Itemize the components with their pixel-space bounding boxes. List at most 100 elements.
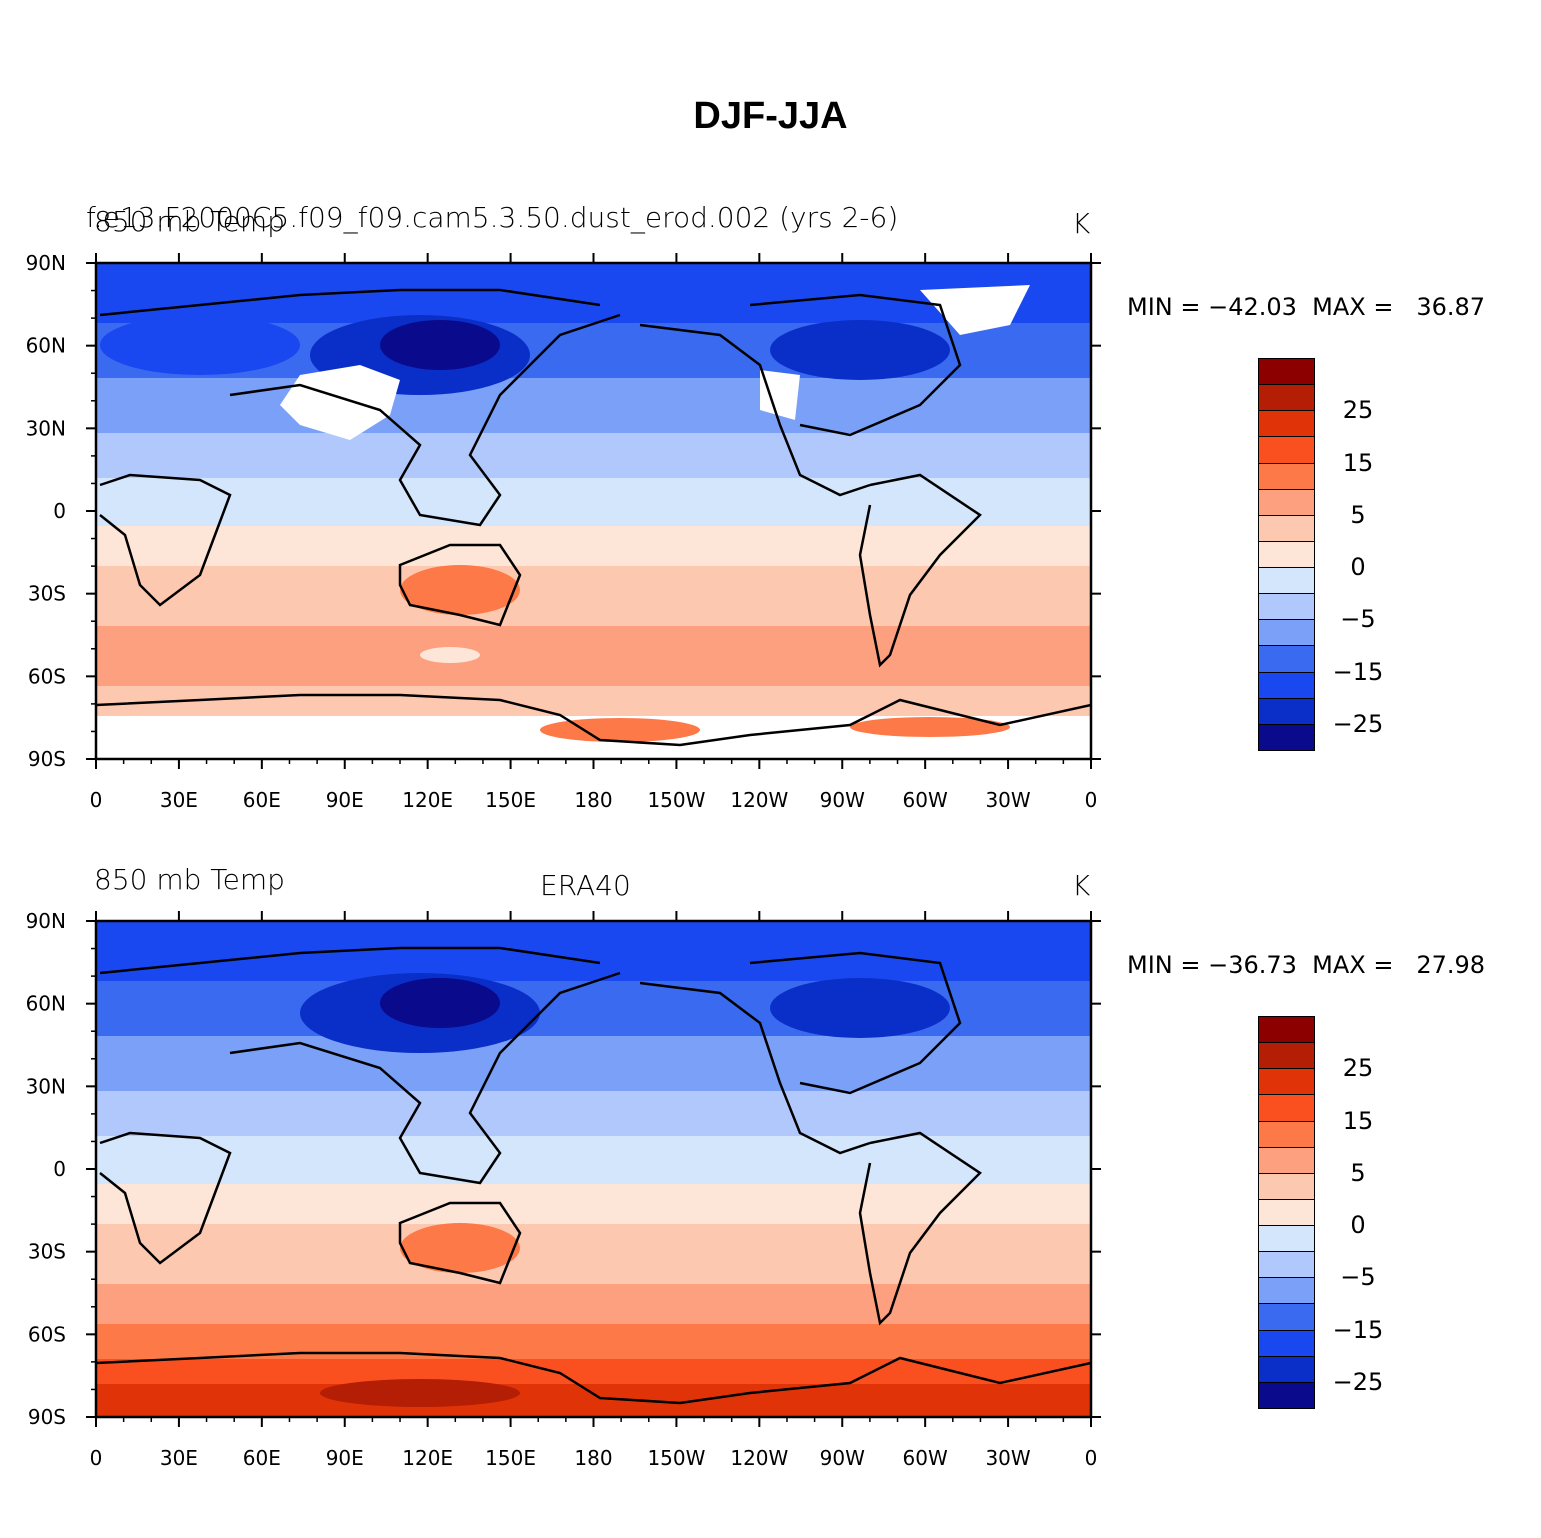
- colorbar-swatch: [1258, 1355, 1315, 1383]
- model-coastlines: [96, 288, 1091, 747]
- lon-tick-label: 120E: [402, 788, 453, 812]
- lon-tick-label: 60W: [903, 1446, 948, 1470]
- colorbar-label: −25: [1332, 709, 1384, 738]
- lon-tick-label: 150E: [485, 1446, 536, 1470]
- era40-map: 90N 60N 30N 0 30S 60S 90S 0 30E 60E 90E 120E 150E 180…: [26, 909, 1101, 1470]
- lat-tick-label: 60S: [28, 1322, 66, 1346]
- lon-tick-label: 30E: [160, 1446, 198, 1470]
- era40-temperature-field: [96, 921, 1091, 1417]
- colorbar-label: 15: [1342, 448, 1374, 477]
- colorbar-label: 0: [1350, 1211, 1366, 1240]
- era40-min-max: MIN = −36.73 MAX = 27.98: [1127, 951, 1486, 979]
- lat-tick-label: 90N: [26, 251, 66, 275]
- lon-tick-label: 0: [90, 1446, 103, 1470]
- lon-tick-label: 0: [1085, 1446, 1098, 1470]
- colorbar-swatch: [1258, 671, 1315, 699]
- colorbar-label: −15: [1332, 1315, 1384, 1344]
- colorbar-swatch: [1258, 1303, 1315, 1331]
- era40-colorbar: [1257, 1016, 1317, 1409]
- colorbar-swatch: [1258, 462, 1315, 490]
- colorbar-swatch: [1258, 593, 1315, 621]
- lat-tick-label: 90N: [26, 909, 66, 933]
- lon-tick-label: 90W: [820, 788, 865, 812]
- lat-tick-label: 60N: [26, 992, 66, 1016]
- lon-tick-label: 60E: [243, 1446, 281, 1470]
- model-axis-ticks: 90N 60N 30N 0 30S 60S 90S 0 30E 60E 90E 120E 150E 180…: [26, 251, 1101, 812]
- lon-tick-label: 150W: [647, 788, 705, 812]
- lon-tick-label: 90W: [820, 1446, 865, 1470]
- lat-tick-label: 90S: [28, 1405, 66, 1429]
- colorbar-swatch: [1258, 514, 1315, 542]
- figure-title: DJF-JJA: [693, 95, 848, 137]
- lat-tick-label: 30S: [28, 1240, 66, 1264]
- lon-tick-label: 120W: [730, 1446, 788, 1470]
- colorbar-swatch: [1258, 723, 1315, 751]
- colorbar-swatch: [1258, 1198, 1315, 1227]
- colorbar-swatch: [1258, 697, 1315, 725]
- lon-tick-label: 30W: [985, 788, 1030, 812]
- lon-tick-label: 90E: [326, 788, 364, 812]
- model-left-title: 850 mb Temp: [94, 205, 285, 238]
- colorbar-label: 25: [1342, 396, 1374, 425]
- colorbar-label: 5: [1350, 500, 1366, 529]
- colorbar-label: −15: [1332, 657, 1384, 686]
- colorbar-swatch: [1258, 1120, 1315, 1148]
- colorbar-swatch: [1258, 1068, 1315, 1096]
- model-temperature-field: [96, 263, 1091, 759]
- model-min-max: MIN = −42.03 MAX = 36.87: [1127, 293, 1486, 321]
- era40-panel: 90N 60N 30N 0 30S 60S 90S 0 30E 60E 90E 120E 150E 180…: [0, 853, 1541, 1493]
- lon-tick-label: 150E: [485, 788, 536, 812]
- lon-tick-label: 180: [574, 788, 612, 812]
- lat-tick-label: 0: [53, 1157, 66, 1181]
- colorbar-swatch: [1258, 619, 1315, 647]
- colorbar-swatch: [1258, 436, 1315, 464]
- colorbar-swatch: [1258, 488, 1315, 516]
- colorbar-label: −5: [1340, 1263, 1376, 1292]
- model-center-title: f.e13.F2000C5.f09_f09.cam5.3.50.dust_ero…: [86, 201, 899, 234]
- colorbar-swatch: [1258, 1016, 1315, 1044]
- colorbar-swatch: [1258, 645, 1315, 673]
- colorbar-swatch: [1258, 358, 1315, 386]
- colorbar-label: 15: [1342, 1106, 1374, 1135]
- colorbar-label: 25: [1342, 1054, 1374, 1083]
- lon-tick-label: 120W: [730, 788, 788, 812]
- lon-tick-label: 120E: [402, 1446, 453, 1470]
- lon-tick-label: 30W: [985, 1446, 1030, 1470]
- lat-tick-label: 30N: [26, 416, 66, 440]
- colorbar-swatch: [1258, 1251, 1315, 1279]
- colorbar-swatch: [1258, 384, 1315, 412]
- lat-tick-label: 30N: [26, 1074, 66, 1098]
- lon-tick-label: 60W: [903, 788, 948, 812]
- model-map: 90N 60N 30N 0 30S 60S 90S 0 30E 60E 90E 120E 150E 180…: [26, 251, 1101, 812]
- lon-tick-label: 0: [1085, 788, 1098, 812]
- colorbar-swatch: [1258, 1381, 1315, 1409]
- model-units-label: K: [1072, 207, 1091, 240]
- lat-tick-label: 0: [53, 499, 66, 523]
- colorbar-label: −5: [1340, 605, 1376, 634]
- lon-tick-label: 180: [574, 1446, 612, 1470]
- colorbar-label: 0: [1350, 553, 1366, 582]
- era40-units-label: K: [1072, 869, 1091, 902]
- colorbar-swatch: [1258, 1329, 1315, 1357]
- lon-tick-label: 150W: [647, 1446, 705, 1470]
- lon-tick-label: 0: [90, 788, 103, 812]
- era40-coastlines: [96, 946, 1091, 1405]
- colorbar-swatch: [1258, 1225, 1315, 1253]
- lon-tick-label: 90E: [326, 1446, 364, 1470]
- colorbar-swatch: [1258, 567, 1315, 595]
- lat-tick-label: 60N: [26, 334, 66, 358]
- model-panel: 90N 60N 30N 0 30S 60S 90S 0 30E 60E 90E 120E 150E 180…: [0, 195, 1541, 835]
- model-colorbar: [1257, 358, 1317, 751]
- colorbar-label: 5: [1350, 1158, 1366, 1187]
- era40-left-title: 850 mb Temp: [94, 863, 285, 896]
- lat-tick-label: 30S: [28, 582, 66, 606]
- colorbar-swatch: [1258, 540, 1315, 569]
- colorbar-swatch: [1258, 1042, 1315, 1070]
- lat-tick-label: 60S: [28, 664, 66, 688]
- colorbar-label: −25: [1332, 1367, 1384, 1396]
- colorbar-swatch: [1258, 1094, 1315, 1122]
- colorbar-swatch: [1258, 1172, 1315, 1200]
- era40-center-title: ERA40: [540, 869, 631, 902]
- lat-tick-label: 90S: [28, 747, 66, 771]
- lon-tick-label: 30E: [160, 788, 198, 812]
